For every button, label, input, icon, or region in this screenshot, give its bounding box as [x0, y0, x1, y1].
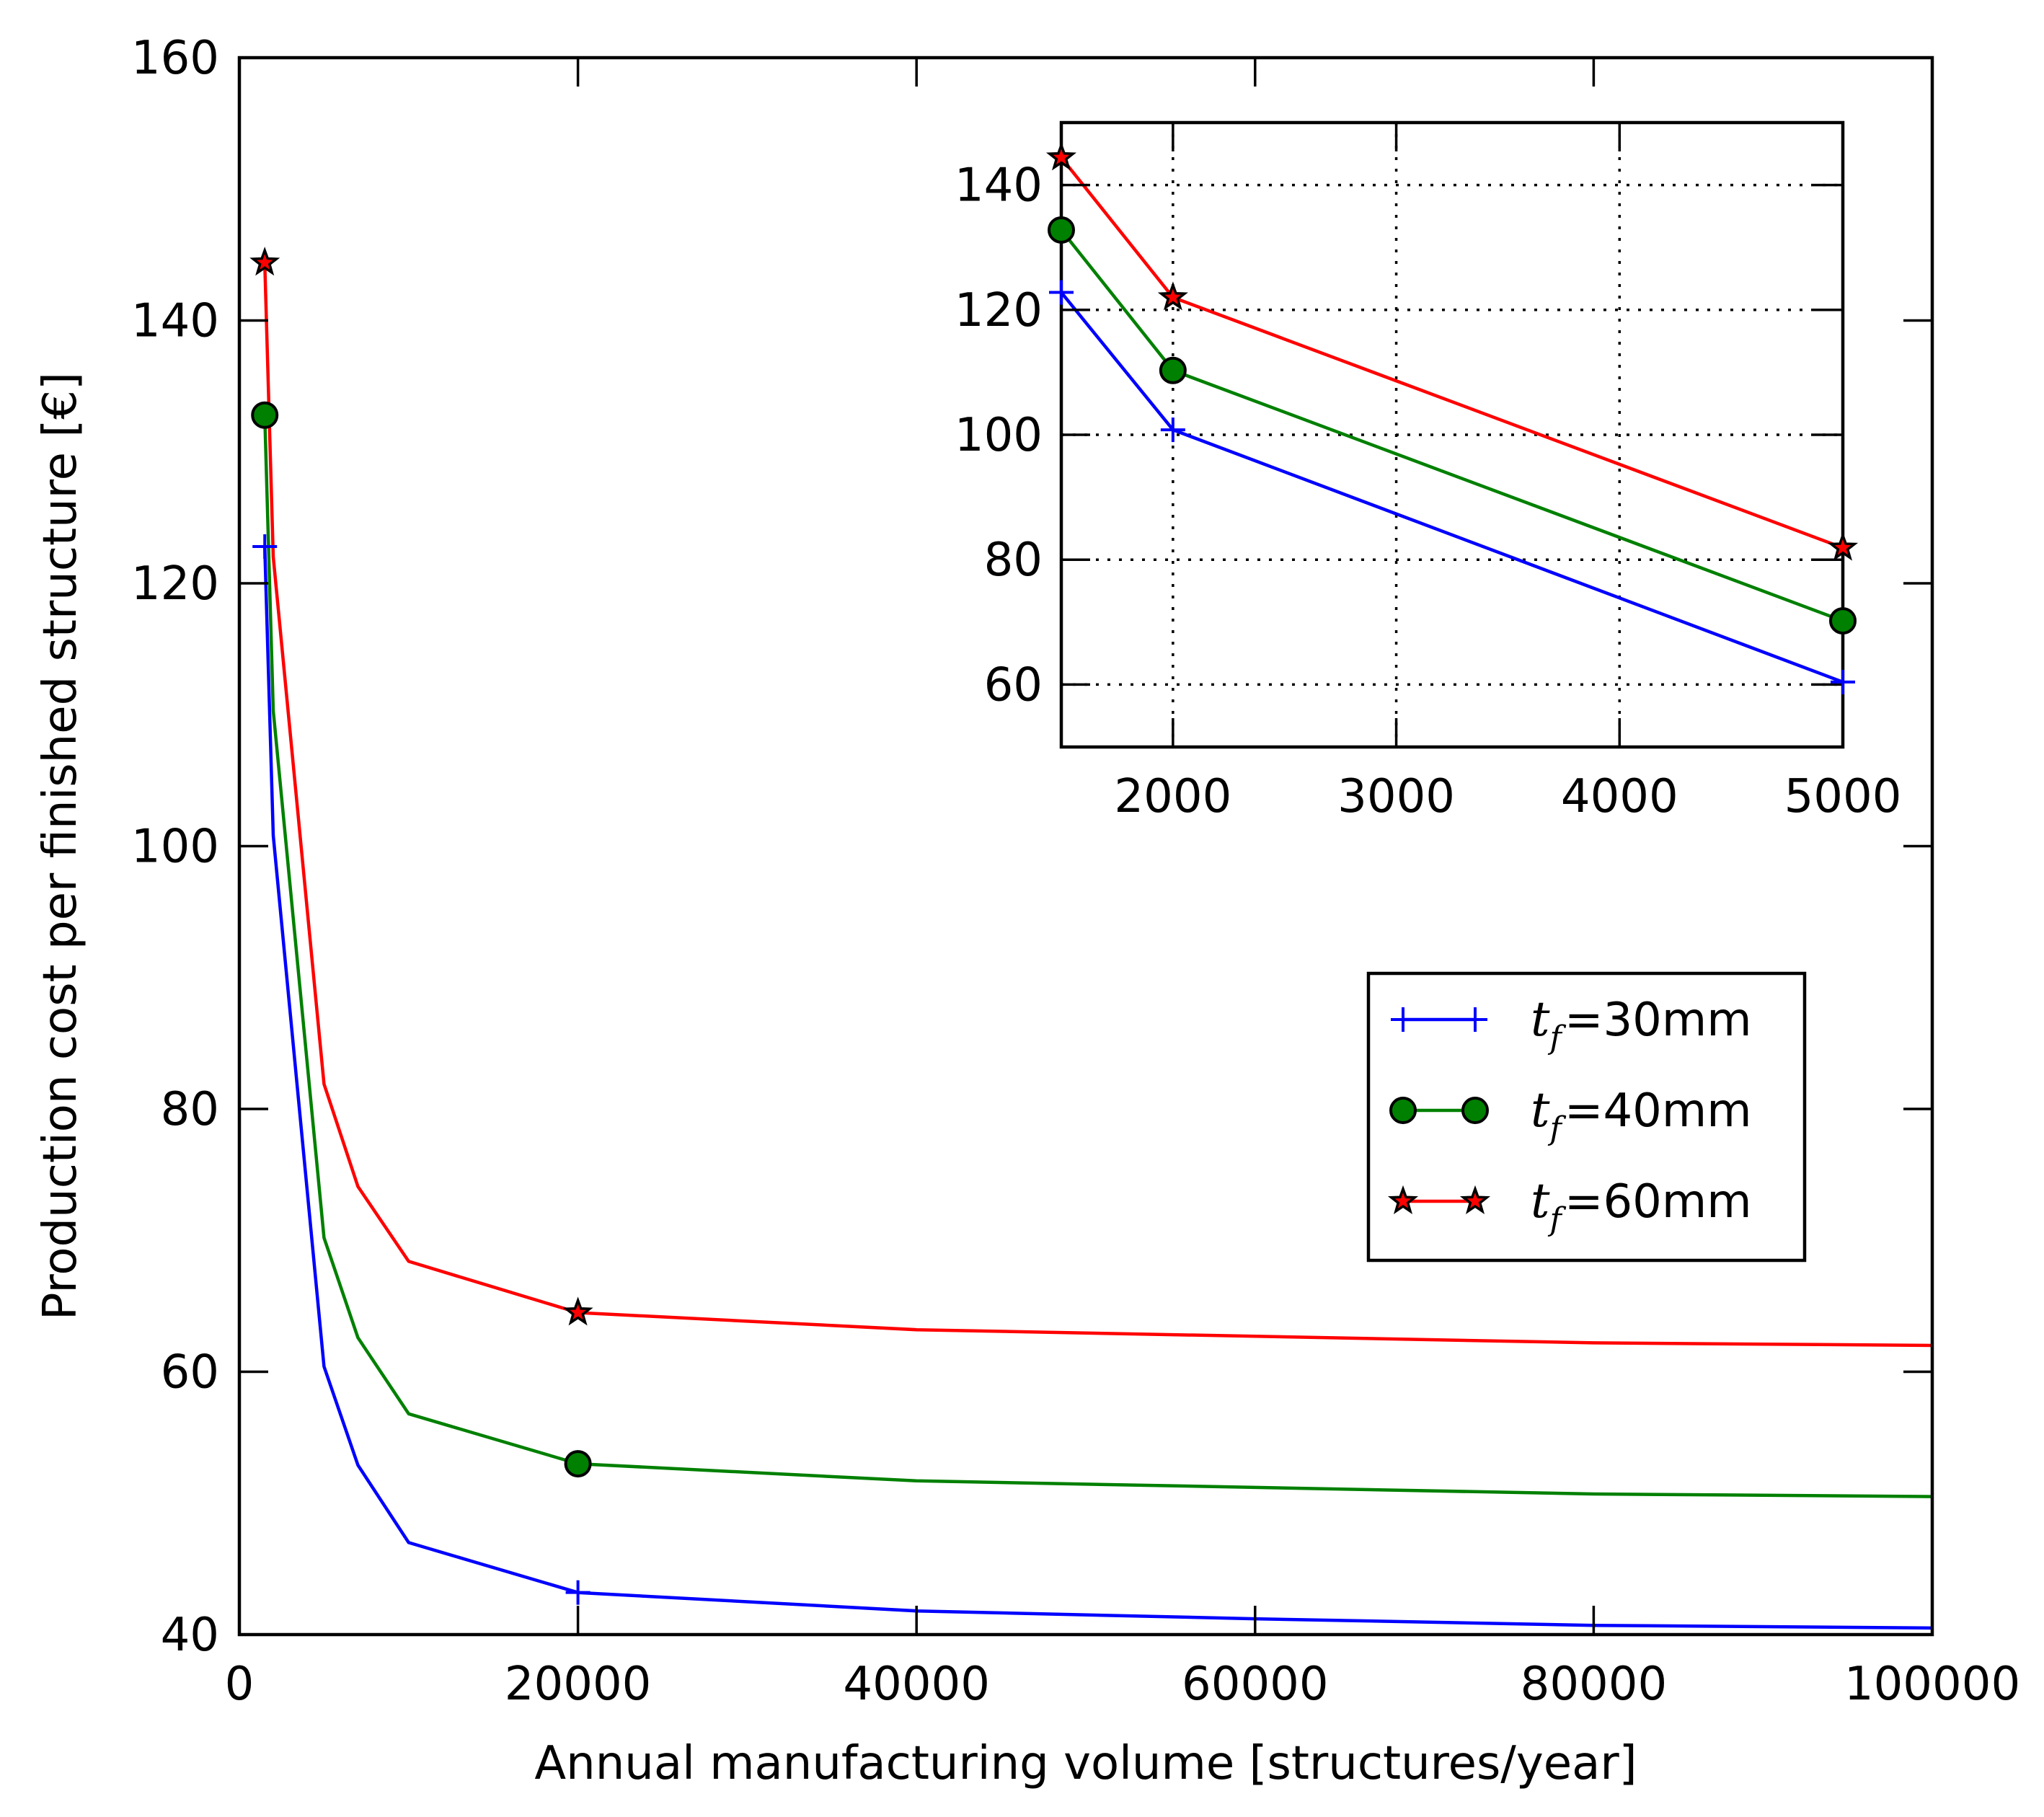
- main-xtick-label: 40000: [843, 1658, 990, 1711]
- inset-marker-0-2: [1831, 669, 1855, 694]
- legend-label: tf=60mm: [1531, 1173, 1752, 1238]
- main-xtick-label: 20000: [505, 1658, 652, 1711]
- legend-label: tf=30mm: [1531, 991, 1752, 1056]
- legend-value: =60mm: [1565, 1175, 1752, 1229]
- main-xtick-label: 0: [225, 1658, 255, 1711]
- inset-marker-0-1: [1160, 417, 1185, 443]
- legend: tf=30mm tf=40mm tf=60mm: [1366, 971, 1807, 1263]
- main-marker-0-0: [252, 534, 278, 559]
- inset-xtick-label: 5000: [1784, 770, 1902, 823]
- inset-marker-1-1: [1159, 356, 1187, 384]
- main-marker-2-1: [562, 1296, 593, 1326]
- main-series-line-0: [262, 546, 1932, 1630]
- main-ytick-label: 60: [161, 1346, 219, 1400]
- main-xtick-label: 60000: [1182, 1658, 1329, 1711]
- legend-value: =30mm: [1565, 994, 1752, 1047]
- main-ytick-label: 40: [161, 1609, 219, 1662]
- main-y-axis-title: Production cost per finished structure […: [34, 372, 87, 1320]
- inset-ytick-label: 100: [955, 409, 1043, 462]
- inset-marker-1-0: [1048, 216, 1075, 244]
- legend-var: t: [1531, 991, 1550, 1047]
- legend-marker-right: [1461, 1097, 1489, 1124]
- legend-marker-right: [1459, 1185, 1491, 1214]
- main-marker-2-0: [249, 247, 280, 276]
- main-series-line-1: [262, 415, 1932, 1498]
- legend-marker-left: [1387, 1185, 1419, 1214]
- main-marker-1-1: [564, 1450, 592, 1478]
- legend-entry-2: tf=60mm: [1387, 1173, 1752, 1238]
- main-xtick-label: 100000: [1844, 1658, 2020, 1711]
- inset-marker-0-0: [1049, 280, 1074, 305]
- legend-marker-right: [1463, 1007, 1487, 1032]
- main-ytick-label: 160: [131, 32, 219, 85]
- inset-plot: 2000 3000 4000 5000 60 80 100 120 140: [955, 120, 1902, 823]
- inset-ytick-label: 140: [955, 159, 1043, 213]
- inset-ytick-label: 120: [955, 284, 1043, 337]
- main-xtick-label: 80000: [1521, 1658, 1668, 1711]
- inset-marker-2-0: [1045, 141, 1077, 171]
- main-ytick-label: 120: [131, 557, 219, 611]
- main-plot: 0 20000 40000 60000 80000 100000 40 60 80 100 120 1…: [34, 32, 2020, 1790]
- inset-marker-1-2: [1829, 607, 1857, 635]
- main-x-axis-title: Annual manufacturing volume [structures/…: [534, 1737, 1637, 1790]
- legend-entry-1: tf=40mm: [1389, 1082, 1752, 1147]
- legend-value: =40mm: [1565, 1084, 1752, 1138]
- main-series-group: [262, 262, 1932, 1630]
- inset-xtick-label: 3000: [1337, 770, 1455, 823]
- legend-box: [1366, 971, 1807, 1263]
- legend-marker-left: [1391, 1007, 1415, 1032]
- inset-xtick-label: 4000: [1561, 770, 1678, 823]
- inset-xtick-label: 2000: [1114, 770, 1231, 823]
- inset-ytick-label: 60: [984, 658, 1043, 712]
- main-series-line-2: [262, 262, 1932, 1348]
- main-marker-1-0: [251, 401, 279, 429]
- main-ytick-label: 140: [131, 295, 219, 348]
- main-ytick-label: 80: [161, 1083, 219, 1136]
- inset-marker-2-2: [1827, 531, 1859, 561]
- inset-ytick-label: 80: [984, 534, 1043, 587]
- main-marker-0-1: [565, 1580, 590, 1605]
- legend-label: tf=40mm: [1531, 1082, 1752, 1147]
- legend-var: t: [1531, 1082, 1550, 1138]
- legend-marker-left: [1389, 1097, 1417, 1124]
- inset-marker-2-1: [1157, 281, 1188, 311]
- main-ytick-label: 100: [131, 821, 219, 874]
- legend-var: t: [1531, 1173, 1550, 1229]
